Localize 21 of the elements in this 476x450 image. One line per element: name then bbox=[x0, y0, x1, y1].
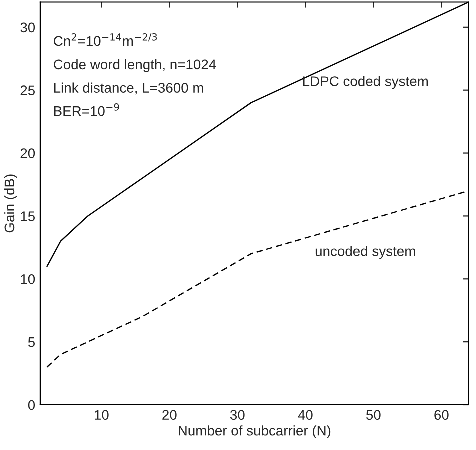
y-tick-label: 30 bbox=[20, 22, 36, 33]
y-tick-label: 25 bbox=[20, 86, 36, 96]
y-tick-label: 20 bbox=[20, 148, 36, 158]
x-tick-label: 30 bbox=[230, 410, 245, 420]
y-tick-label: 0 bbox=[28, 400, 36, 410]
series-label: uncoded system bbox=[316, 246, 416, 260]
annotation: BER=10$^{−9}$ bbox=[54, 104, 120, 116]
annotation: Code word length, n=1024 bbox=[54, 59, 216, 72]
x-tick-label: 50 bbox=[366, 410, 381, 420]
x-tick-label: 20 bbox=[162, 410, 177, 420]
series-label: LDPC coded system bbox=[303, 76, 428, 90]
x-tick-label: 60 bbox=[434, 410, 449, 420]
y-tick-label: 10 bbox=[21, 274, 36, 284]
annotation: Link distance, L=3600 m bbox=[54, 82, 204, 95]
y-axis-title: Gain (dB) bbox=[4, 174, 18, 233]
x-axis-title: Number of subcarrier (N) bbox=[179, 426, 331, 439]
annotation: Cn$^{2}$=10$^{−14}$m$^{−2/3}$ bbox=[54, 33, 158, 46]
y-tick-label: 15 bbox=[21, 212, 36, 222]
x-tick-label: 10 bbox=[94, 410, 109, 420]
x-tick-label: 40 bbox=[298, 410, 313, 420]
y-tick-label: 5 bbox=[28, 338, 36, 348]
